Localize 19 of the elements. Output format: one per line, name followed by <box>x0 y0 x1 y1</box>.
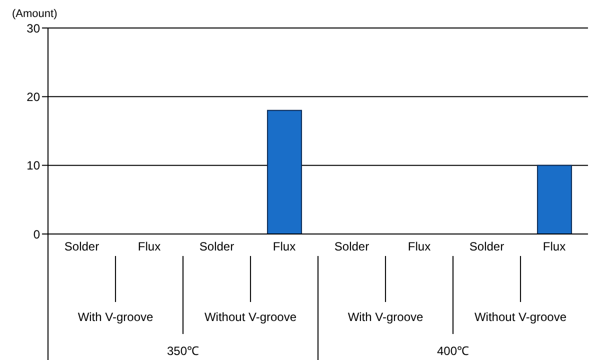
y-axis-title: (Amount) <box>12 8 58 20</box>
x-tick-label: Flux <box>138 240 161 254</box>
text: Without V-groove <box>203 310 298 324</box>
x-tick-label: Solder <box>334 240 370 254</box>
y-tick-label: 20 <box>26 90 40 104</box>
x-tick-label: Solder <box>199 240 234 254</box>
x-tick-label: Solder <box>469 240 504 254</box>
text: Without V-groove <box>473 310 568 324</box>
x-tick-label: Flux <box>408 240 431 254</box>
x-tick-label: Solder <box>64 240 100 254</box>
text: 400℃ <box>436 343 470 359</box>
text: With V-groove <box>346 310 424 324</box>
y-tick-label: 0 <box>33 227 40 242</box>
x-tick-label: Flux <box>272 240 296 254</box>
text: 350℃ <box>166 343 200 359</box>
y-tick-label: 30 <box>26 21 40 36</box>
x-tick-label: Flux <box>542 240 566 254</box>
text: With V-groove <box>76 310 154 324</box>
y-tick-label: 10 <box>26 158 40 173</box>
